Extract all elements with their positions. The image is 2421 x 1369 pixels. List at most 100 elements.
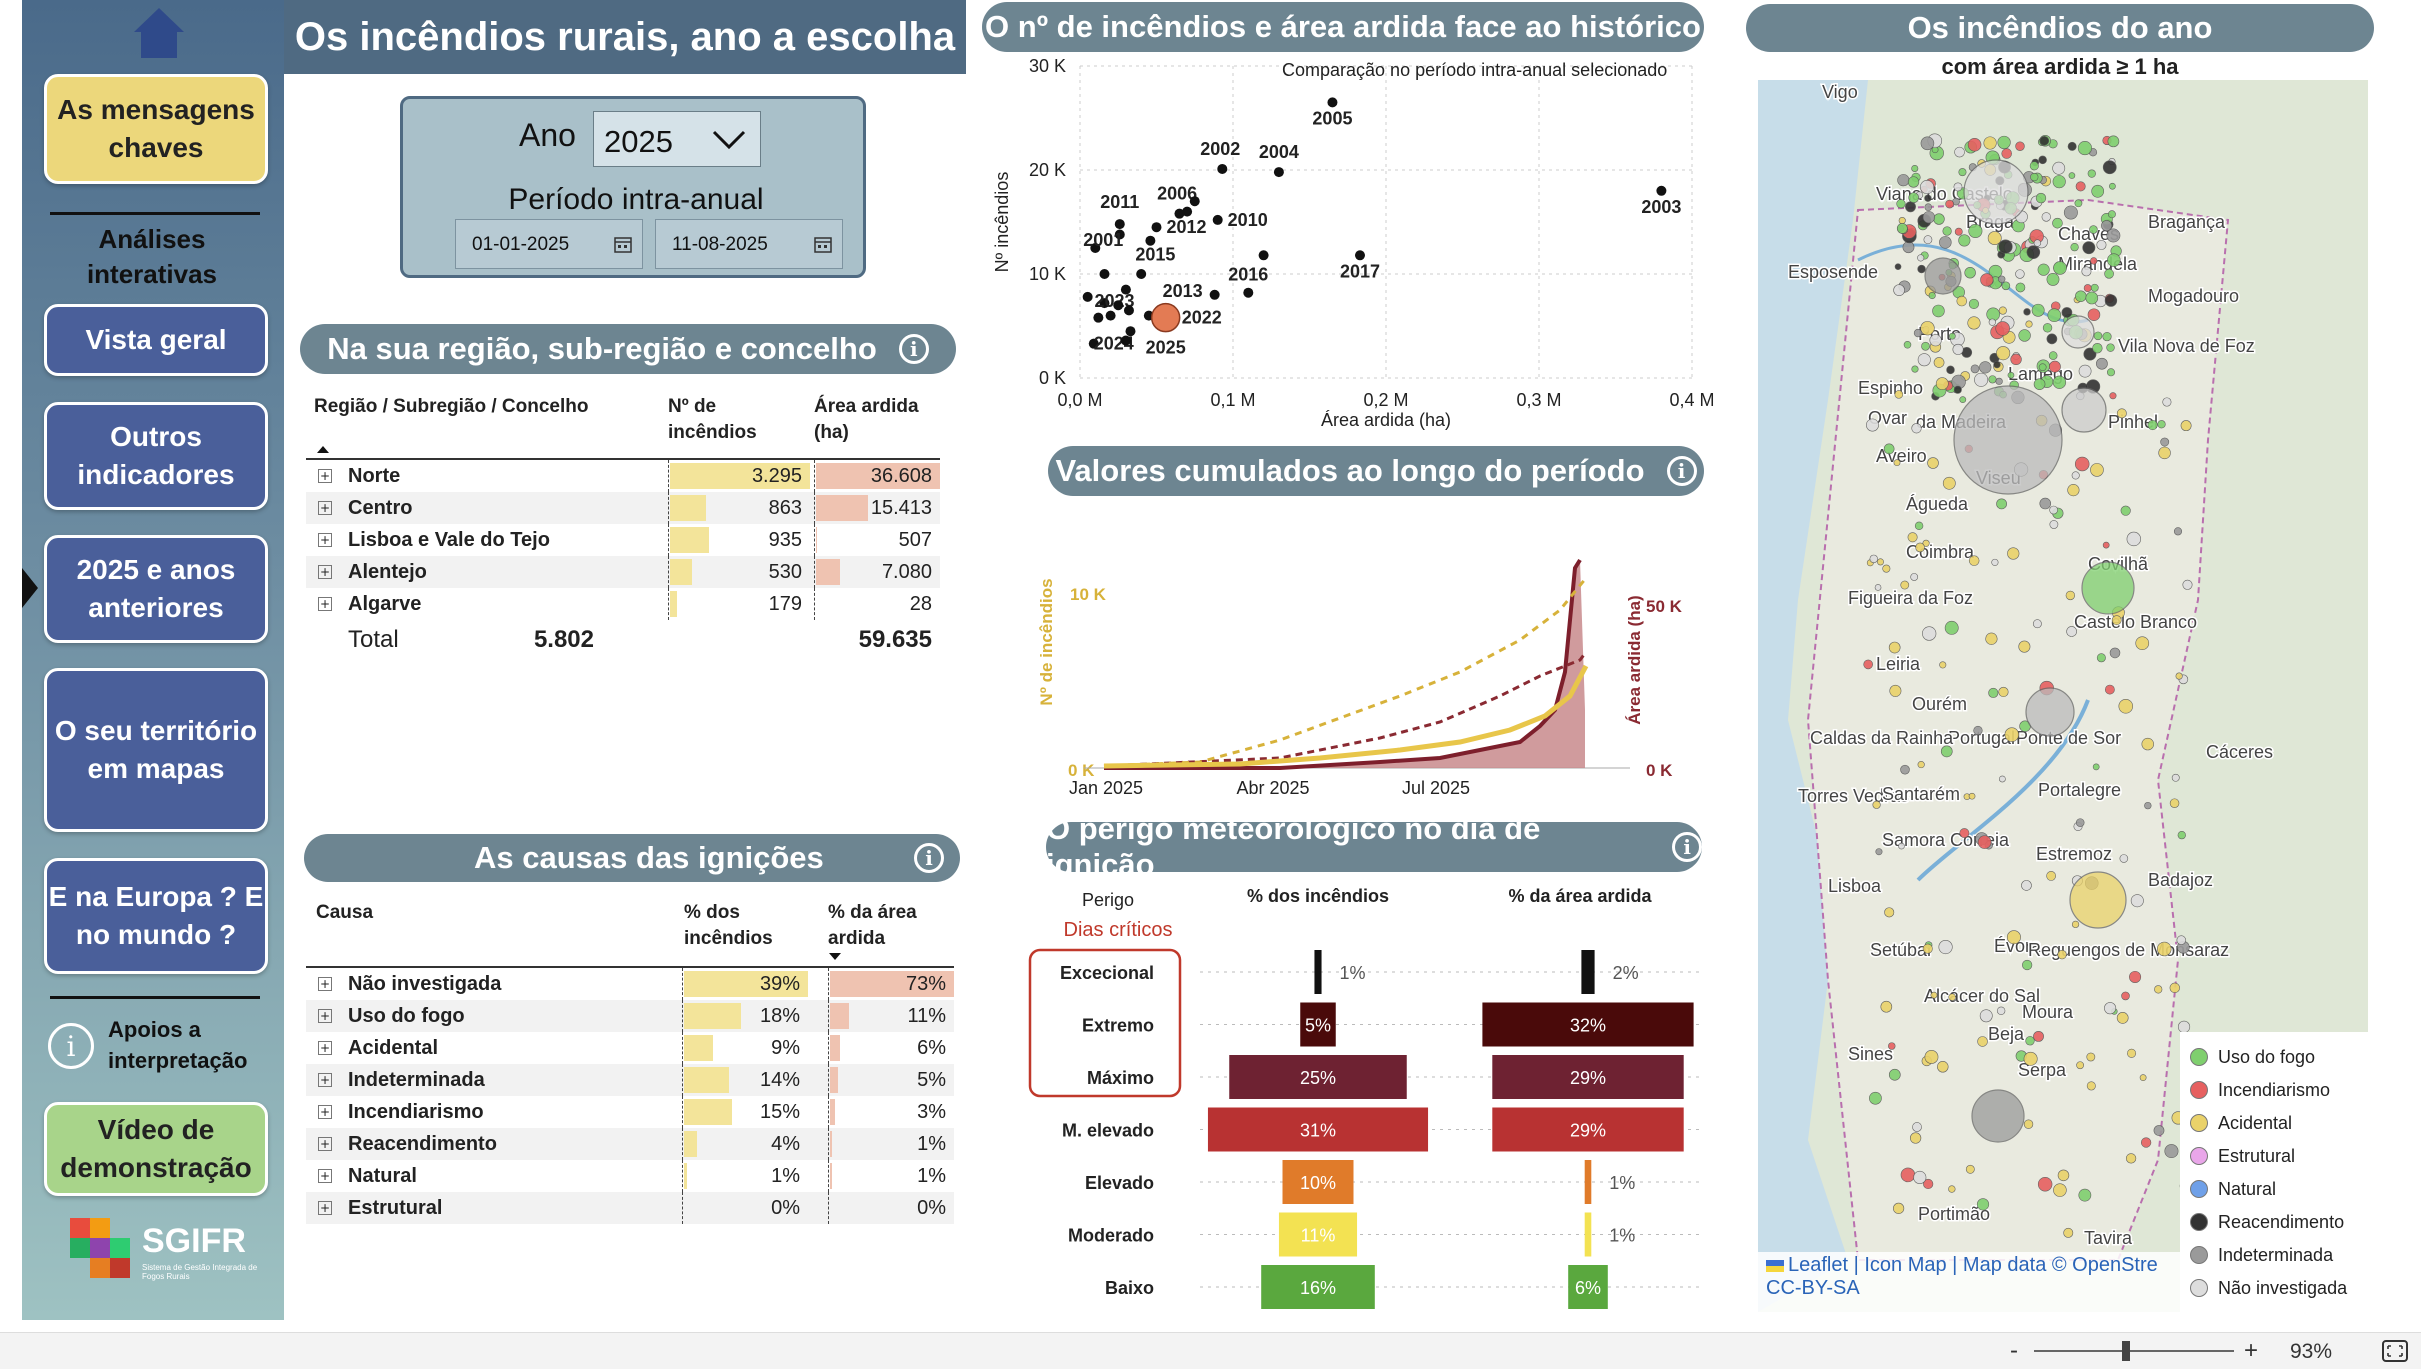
nav-territory-maps[interactable]: O seu território em mapas (44, 668, 268, 832)
danger-chart: Perigo Dias críticos % dos incêndios % da á… (1028, 886, 1700, 1309)
nav-interpretation-help[interactable]: i Apoios a interpretação (44, 1010, 274, 1082)
zoom-slider[interactable] (2034, 1341, 2234, 1361)
attribution-text[interactable]: Leaflet | Icon Map | Map data © OpenStre (1788, 1254, 2158, 1276)
table-row[interactable]: + Indeterminada 14% 5% (306, 1064, 954, 1096)
expand-icon[interactable]: + (318, 1201, 332, 1215)
fire-marker (2177, 1020, 2191, 1033)
region-table-header: Na sua região, sub-região e concelho i (300, 324, 956, 374)
fire-marker (2157, 420, 2166, 429)
fire-marker (2029, 161, 2039, 171)
place-label: Tavira (2084, 1228, 2133, 1248)
license-text[interactable]: CC-BY-SA (1766, 1277, 1860, 1299)
expand-icon[interactable]: + (318, 1073, 332, 1087)
expand-icon[interactable]: + (318, 533, 332, 547)
table-row[interactable]: + Natural 1% 1% (306, 1160, 954, 1192)
fit-to-page-icon[interactable] (2382, 1340, 2408, 1362)
fire-marker (1924, 1050, 1939, 1064)
fire-marker (1938, 939, 1953, 955)
sort-descending-icon[interactable] (828, 952, 842, 962)
info-icon[interactable]: i (898, 334, 929, 364)
fire-marker (1970, 364, 1980, 374)
calendar-icon[interactable] (614, 235, 632, 253)
point-label: 2016 (1228, 265, 1268, 285)
point-label: 2022 (1182, 308, 1222, 328)
date-end-input[interactable]: 11-08-2025 (655, 219, 843, 269)
table-row[interactable]: + Uso do fogo 18% 11% (306, 1000, 954, 1032)
home-icon[interactable] (130, 4, 188, 60)
bar-axis (828, 1096, 829, 1128)
fire-marker (2037, 1177, 2053, 1192)
zoom-in-button[interactable]: + (2244, 1337, 2259, 1364)
zoom-slider-thumb[interactable] (2122, 1341, 2131, 1361)
zoom-out-button[interactable]: - (2010, 1337, 2018, 1364)
fire-marker (1948, 1185, 1956, 1193)
fire-marker (1967, 316, 1981, 330)
expand-icon[interactable]: + (318, 1105, 332, 1119)
expand-icon[interactable]: + (318, 1137, 332, 1151)
expand-icon[interactable]: + (318, 1009, 332, 1023)
fire-marker (2102, 332, 2112, 342)
fire-marker (2049, 520, 2059, 529)
table-row[interactable]: + Não investigada 39% 73% (306, 968, 954, 1000)
info-icon[interactable]: i (1672, 832, 1702, 862)
fires-value: 179 (768, 593, 802, 615)
region-total-row: Total 5.802 59.635 (306, 622, 940, 658)
fires-col-header[interactable]: Nº de incêndios (668, 396, 757, 443)
date-start-input[interactable]: 01-01-2025 (455, 219, 643, 269)
calendar-icon[interactable] (814, 235, 832, 253)
expand-icon[interactable]: + (318, 977, 332, 991)
fire-marker (2015, 269, 2025, 279)
expand-icon[interactable]: + (318, 565, 332, 579)
table-row[interactable]: + Estrutural 0% 0% (306, 1192, 954, 1224)
table-row[interactable]: + Centro 863 15.413 (306, 492, 940, 524)
table-row[interactable]: + Algarve 179 28 (306, 588, 940, 620)
area-col-header[interactable]: Área ardida (ha) (814, 396, 919, 443)
nav-key-messages[interactable]: As mensagens chaves (44, 74, 268, 184)
fires-bar (670, 495, 707, 521)
fire-marker (2007, 547, 2020, 560)
fire-marker (2177, 831, 2186, 840)
nav-year-vs-previous[interactable]: 2025 e anos anteriores (44, 535, 268, 643)
bar-axis (828, 1000, 829, 1032)
fire-marker (1998, 275, 2006, 283)
table-row[interactable]: + Norte 3.295 36.608 (306, 460, 940, 492)
area-value: 1% (1609, 1226, 1635, 1246)
data-point (1182, 206, 1193, 217)
table-row[interactable]: + Alentejo 530 7.080 (306, 556, 940, 588)
year-dropdown[interactable]: 2025 (593, 111, 761, 167)
fire-marker (2074, 199, 2083, 208)
sort-ascending-icon[interactable] (316, 444, 330, 454)
expand-icon[interactable]: + (318, 469, 332, 483)
fire-marker (1998, 239, 2013, 254)
fire-marker (2085, 291, 2099, 305)
bar-axis (668, 588, 669, 620)
place-label: Lisboa (1828, 876, 1882, 896)
cause-area-col-header[interactable]: % da área ardida (828, 902, 917, 949)
table-row[interactable]: + Lisboa e Vale do Tejo 935 507 (306, 524, 940, 556)
expand-icon[interactable]: + (318, 1169, 332, 1183)
nav-demo-video[interactable]: Vídeo de demonstração (44, 1102, 268, 1196)
fire-marker (2087, 169, 2096, 178)
fire-marker (1979, 361, 1992, 374)
table-row[interactable]: + Reacendimento 4% 1% (306, 1128, 954, 1160)
table-rule (306, 966, 954, 968)
expand-icon[interactable]: + (318, 501, 332, 515)
fire-marker (1933, 213, 1945, 225)
bar-axis (668, 460, 669, 492)
info-icon[interactable]: i (1666, 456, 1697, 486)
fire-marker (2160, 437, 2170, 447)
bar-axis (814, 556, 815, 588)
table-row[interactable]: + Incendiarismo 15% 3% (306, 1096, 954, 1128)
cause-fires-col-header[interactable]: % dos incêndios (684, 902, 773, 949)
data-point (1123, 305, 1134, 316)
nav-other-indicators[interactable]: Outros indicadores (44, 402, 268, 510)
bar-axis (828, 1128, 829, 1160)
legend-label: Incendiarismo (2218, 1080, 2331, 1100)
table-row[interactable]: + Acidental 9% 6% (306, 1032, 954, 1064)
fires-value: 18% (759, 1005, 800, 1027)
expand-icon[interactable]: + (318, 597, 332, 611)
info-icon[interactable]: i (914, 843, 944, 873)
nav-europe-world[interactable]: E na Europa ? E no mundo ? (44, 858, 268, 974)
nav-overview[interactable]: Vista geral (44, 304, 268, 376)
expand-icon[interactable]: + (318, 1041, 332, 1055)
